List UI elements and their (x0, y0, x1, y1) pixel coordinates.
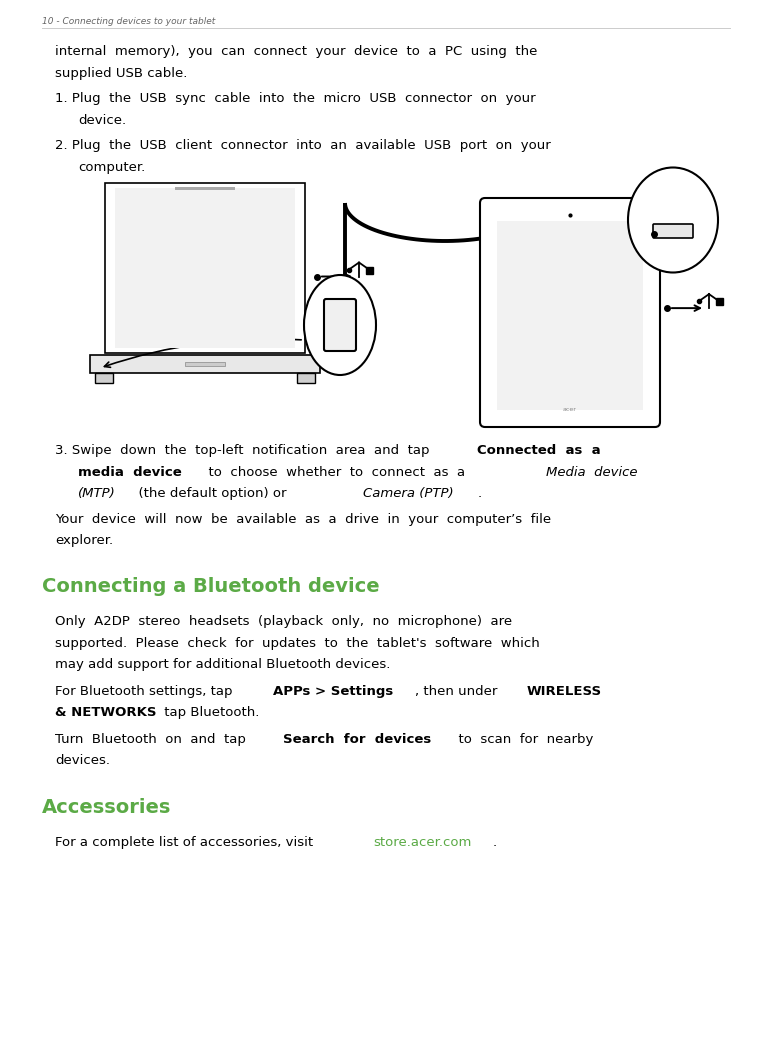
Text: For Bluetooth settings, tap: For Bluetooth settings, tap (55, 685, 237, 698)
Text: Your  device  will  now  be  available  as  a  drive  in  your  computer’s  file: Your device will now be available as a d… (55, 513, 551, 525)
Bar (297, 373, 315, 383)
Bar (175, 187, 235, 190)
Text: internal  memory),  you  can  connect  your  device  to  a  PC  using  the: internal memory), you can connect your d… (55, 45, 538, 58)
Text: to  choose  whether  to  connect  as  a: to choose whether to connect as a (200, 466, 474, 478)
Bar (115, 188, 295, 348)
Text: media  device: media device (78, 466, 182, 478)
Text: .: . (493, 836, 497, 849)
Text: store.acer.com: store.acer.com (373, 836, 472, 849)
Bar (105, 183, 305, 353)
Text: supported.  Please  check  for  updates  to  the  tablet's  software  which: supported. Please check for updates to t… (55, 637, 540, 650)
FancyBboxPatch shape (324, 299, 356, 351)
Bar (497, 221, 643, 410)
Text: 10 - Connecting devices to your tablet: 10 - Connecting devices to your tablet (42, 17, 215, 26)
Text: Connecting a Bluetooth device: Connecting a Bluetooth device (42, 577, 379, 596)
Text: .: . (478, 487, 482, 500)
Text: to  scan  for  nearby: to scan for nearby (450, 733, 594, 746)
Ellipse shape (304, 275, 376, 375)
Text: acer: acer (563, 407, 577, 412)
Bar (95, 373, 113, 383)
Text: WIRELESS: WIRELESS (527, 685, 602, 698)
Text: may add support for additional Bluetooth devices.: may add support for additional Bluetooth… (55, 659, 390, 671)
Bar (716, 298, 723, 305)
Bar (366, 267, 372, 273)
Text: For a complete list of accessories, visit: For a complete list of accessories, visi… (55, 836, 317, 849)
Bar (90, 355, 320, 373)
Text: & NETWORKS: & NETWORKS (55, 706, 157, 719)
Text: APPs > Settings: APPs > Settings (273, 685, 393, 698)
Text: tap Bluetooth.: tap Bluetooth. (160, 706, 260, 719)
Text: computer.: computer. (78, 160, 145, 174)
Text: Accessories: Accessories (42, 798, 171, 817)
Text: devices.: devices. (55, 754, 110, 768)
Text: Turn  Bluetooth  on  and  tap: Turn Bluetooth on and tap (55, 733, 250, 746)
Text: 3. Swipe  down  the  top-left  notification  area  and  tap: 3. Swipe down the top-left notification … (55, 444, 438, 457)
Text: Search  for  devices: Search for devices (283, 733, 432, 746)
FancyBboxPatch shape (480, 198, 660, 427)
Ellipse shape (628, 168, 718, 273)
Text: supplied USB cable.: supplied USB cable. (55, 67, 187, 79)
Bar (185, 362, 225, 366)
Text: , then under: , then under (415, 685, 502, 698)
Text: 2. Plug  the  USB  client  connector  into  an  available  USB  port  on  your: 2. Plug the USB client connector into an… (55, 139, 551, 152)
Text: 1. Plug  the  USB  sync  cable  into  the  micro  USB  connector  on  your: 1. Plug the USB sync cable into the micr… (55, 92, 535, 105)
Text: (the default option) or: (the default option) or (130, 487, 295, 500)
Text: Camera (PTP): Camera (PTP) (363, 487, 454, 500)
Text: explorer.: explorer. (55, 534, 113, 547)
Text: Media  device: Media device (546, 466, 637, 478)
Text: device.: device. (78, 114, 126, 126)
FancyBboxPatch shape (653, 224, 693, 238)
Text: Connected  as  a: Connected as a (477, 444, 601, 457)
Text: (MTP): (MTP) (78, 487, 116, 500)
Text: Only  A2DP  stereo  headsets  (playback  only,  no  microphone)  are: Only A2DP stereo headsets (playback only… (55, 616, 512, 628)
